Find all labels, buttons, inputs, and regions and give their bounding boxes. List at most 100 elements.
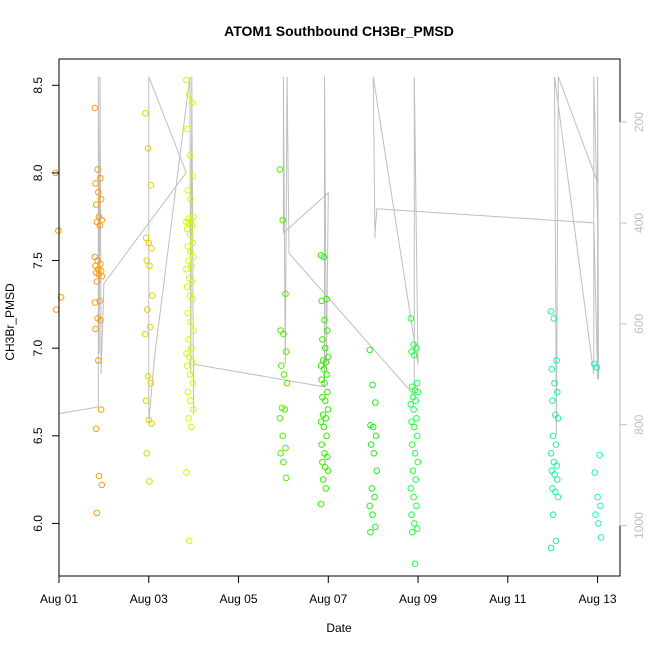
data-point <box>410 493 417 501</box>
data-point <box>367 441 375 448</box>
data-point <box>324 388 331 396</box>
data-point <box>276 415 284 422</box>
data-point <box>408 441 416 448</box>
data-point <box>184 309 192 317</box>
data-point <box>188 344 195 352</box>
data-point <box>597 502 604 510</box>
data-point <box>372 399 379 406</box>
data-point <box>144 145 152 152</box>
data-point <box>413 415 420 422</box>
altitude-tick-label: 400 <box>632 213 646 233</box>
data-point <box>411 450 419 457</box>
data-point <box>185 537 193 545</box>
data-point <box>370 450 378 457</box>
x-tick-label: Aug 13 <box>579 592 617 606</box>
data-point <box>549 511 557 519</box>
data-point <box>366 502 374 510</box>
data-point <box>185 257 192 264</box>
y-axis-label: CH3Br_PMSD <box>3 283 17 361</box>
data-point <box>279 432 287 440</box>
data-point <box>554 493 562 501</box>
data-point <box>276 166 284 173</box>
y-tick-label: 8.5 <box>31 77 45 94</box>
data-point <box>369 423 377 431</box>
data-point <box>547 308 555 315</box>
data-point <box>324 467 332 475</box>
data-point <box>188 99 196 107</box>
data-point <box>318 441 326 448</box>
data-point <box>547 450 555 457</box>
data-point <box>324 453 331 461</box>
data-point <box>187 195 194 203</box>
data-point <box>185 336 192 343</box>
data-point <box>55 227 62 234</box>
data-point <box>552 441 560 448</box>
data-point <box>98 273 106 280</box>
data-point <box>183 125 191 133</box>
data-point <box>185 353 193 361</box>
data-point <box>591 469 599 476</box>
y-tick-label: 7.5 <box>31 252 45 269</box>
data-point <box>322 485 330 492</box>
data-point <box>282 348 290 356</box>
data-point <box>411 560 419 568</box>
x-tick-label: Aug 03 <box>130 592 168 606</box>
altitude-tick-label: 600 <box>632 313 646 333</box>
data-point <box>189 379 196 387</box>
altitude-tick-label: 1000 <box>632 512 646 539</box>
data-point <box>95 472 103 480</box>
data-point <box>321 316 328 324</box>
data-point <box>144 372 152 380</box>
data-point <box>147 181 155 189</box>
y-tick-label: 7.0 <box>31 340 45 357</box>
altitude-trace-layer <box>58 76 599 435</box>
data-point <box>184 187 192 194</box>
data-point <box>183 469 190 476</box>
data-point <box>52 306 60 313</box>
plot-frame <box>58 58 621 577</box>
altitude-tick-label: 800 <box>632 414 646 434</box>
data-point <box>412 476 420 483</box>
data-point <box>188 423 195 431</box>
data-point <box>146 323 154 331</box>
data-point <box>144 306 151 313</box>
data-point <box>280 371 288 378</box>
data-point <box>145 239 153 247</box>
data-point <box>319 458 326 466</box>
data-point <box>372 432 380 440</box>
data-point <box>552 488 559 496</box>
data-point <box>552 537 560 545</box>
data-point <box>93 278 101 285</box>
data-point <box>547 544 555 552</box>
data-point <box>92 201 100 208</box>
data-point <box>143 257 150 264</box>
data-points-layer <box>52 76 605 568</box>
data-point <box>324 406 332 413</box>
data-point <box>411 351 418 359</box>
data-point <box>320 423 328 431</box>
data-point <box>282 474 290 482</box>
data-point <box>183 362 191 370</box>
data-point <box>371 493 378 501</box>
data-point <box>281 406 289 413</box>
x-tick-label: Aug 01 <box>40 592 78 606</box>
data-point <box>411 423 418 431</box>
data-point <box>413 432 421 440</box>
data-point <box>92 180 99 187</box>
data-point <box>369 511 376 519</box>
data-point <box>95 188 102 196</box>
data-point <box>185 90 193 98</box>
data-point <box>148 245 155 252</box>
data-point <box>190 253 197 261</box>
data-point <box>593 364 601 371</box>
data-point <box>554 476 561 483</box>
data-point <box>97 316 104 324</box>
data-point <box>369 381 376 389</box>
data-point <box>97 195 105 203</box>
data-point <box>189 295 196 303</box>
data-point <box>554 415 562 422</box>
data-point <box>551 471 558 478</box>
x-tick-label: Aug 09 <box>399 592 437 606</box>
data-point <box>413 502 420 510</box>
data-point <box>553 462 560 469</box>
